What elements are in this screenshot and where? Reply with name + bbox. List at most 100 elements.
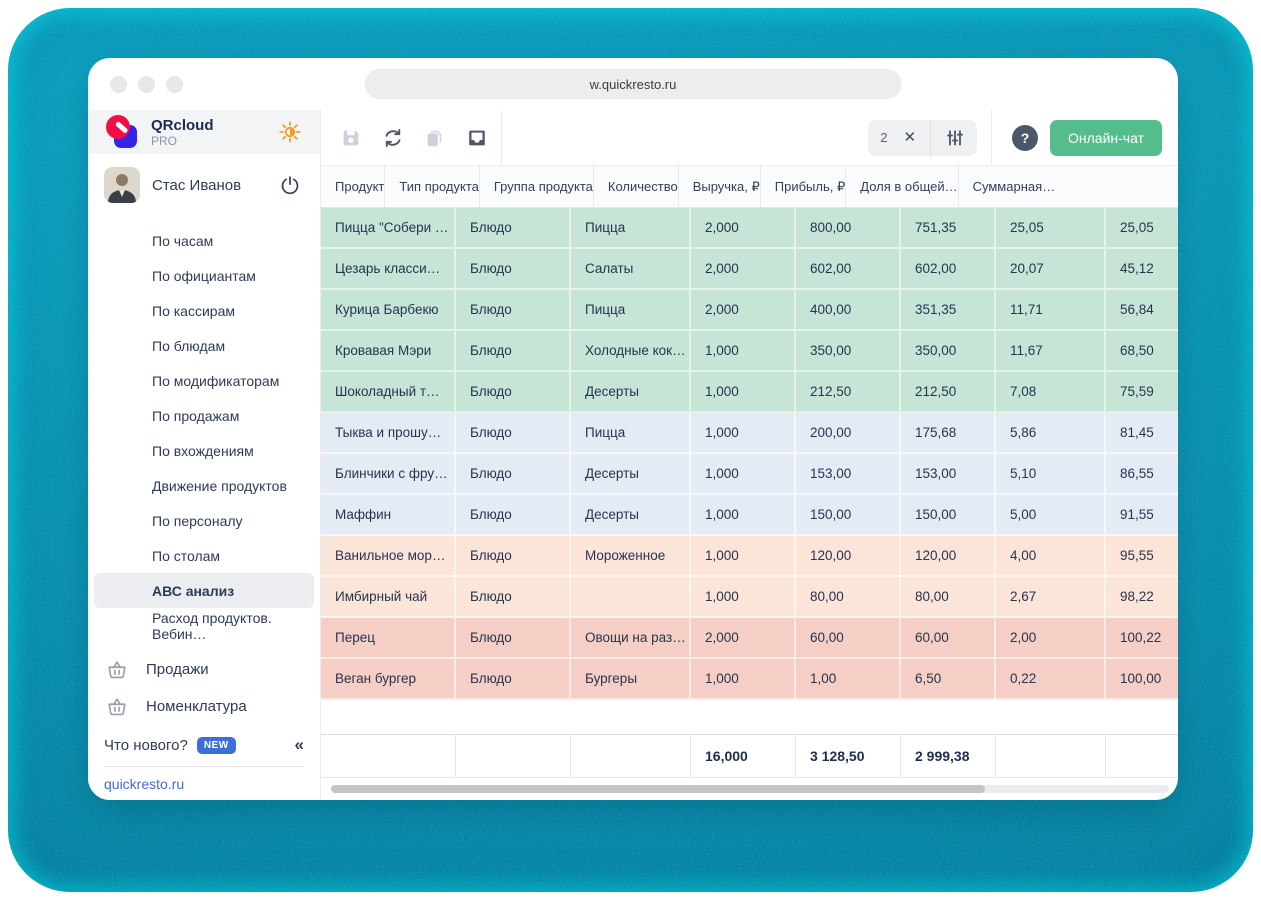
cell-profit: 153,00: [901, 454, 996, 495]
horizontal-scrollbar[interactable]: [331, 785, 1169, 793]
table-row[interactable]: Цезарь класси… Блюдо Салаты 2,000 602,00…: [321, 249, 1178, 290]
chip-divider: [930, 119, 932, 156]
cell-revenue: 60,00: [796, 618, 901, 659]
cell-product: Имбирный чай: [321, 577, 456, 618]
sidebar-menu-item[interactable]: По кассирам: [94, 293, 314, 328]
cell-qty: 1,000: [691, 454, 796, 495]
window-dot-icon[interactable]: [138, 75, 155, 93]
refresh-icon[interactable]: [375, 120, 411, 156]
table-header: Продукт Тип продукта Группа продукта Кол…: [321, 166, 1178, 208]
window-dot-icon[interactable]: [166, 75, 183, 93]
cell-cumulative: 98,22: [1106, 577, 1178, 618]
cell-type: Блюдо: [456, 331, 571, 372]
whats-new-link[interactable]: Что нового?: [104, 736, 188, 754]
scrollbar-thumb[interactable]: [331, 785, 985, 793]
cell-cumulative: 95,55: [1106, 536, 1178, 577]
cell-group: Десерты: [571, 495, 691, 536]
totals-empty: [996, 735, 1106, 777]
main-panel: 2 ✕ ? Онлайн-чат: [320, 110, 1178, 800]
sidebar-menu-item-label: По часам: [152, 232, 214, 249]
section-icon: [105, 695, 129, 719]
table-row[interactable]: Курица Барбекю Блюдо Пицца 2,000 400,00 …: [321, 290, 1178, 331]
theme-toggle-sun-icon[interactable]: [276, 118, 304, 146]
column-header[interactable]: Выручка, ₽: [679, 166, 761, 207]
sidebar-menu-item-label: Расход продуктов. Вебин…: [152, 609, 272, 642]
clear-filters-icon[interactable]: ✕: [895, 126, 924, 149]
cell-qty: 1,000: [691, 577, 796, 618]
sidebar-menu-item[interactable]: По вхождениям: [94, 433, 314, 468]
cell-cumulative: 100,22: [1106, 618, 1178, 659]
cell-cumulative: 56,84: [1106, 290, 1178, 331]
cell-qty: 2,000: [691, 618, 796, 659]
table-row[interactable]: Имбирный чай Блюдо 1,000 80,00 80,00 2,6…: [321, 577, 1178, 618]
table-row[interactable]: Блинчики с фру… Блюдо Десерты 1,000 153,…: [321, 454, 1178, 495]
table-row[interactable]: Маффин Блюдо Десерты 1,000 150,00 150,00…: [321, 495, 1178, 536]
column-header[interactable]: Группа продукта: [480, 166, 594, 207]
cell-cumulative: 91,55: [1106, 495, 1178, 536]
table-row[interactable]: Веган бургер Блюдо Бургеры 1,000 1,00 6,…: [321, 659, 1178, 700]
column-header[interactable]: Прибыль, ₽: [761, 166, 847, 207]
sidebar-menu-item[interactable]: Расход продуктов. Вебин…: [94, 608, 314, 643]
column-header[interactable]: Продукт: [321, 166, 386, 207]
save-icon[interactable]: [333, 120, 369, 156]
sidebar-menu-item[interactable]: По модификаторам: [94, 363, 314, 398]
table-row[interactable]: Пицца "Собери … Блюдо Пицца 2,000 800,00…: [321, 208, 1178, 249]
column-header[interactable]: Количество: [594, 166, 679, 207]
cell-profit: 212,50: [901, 372, 996, 413]
cell-product: Кровавая Мэри: [321, 331, 456, 372]
sidebar-menu-item[interactable]: По продажам: [94, 398, 314, 433]
table-row[interactable]: Ванильное мор… Блюдо Мороженное 1,000 12…: [321, 536, 1178, 577]
sidebar-menu-item[interactable]: Движение продуктов: [94, 468, 314, 503]
address-bar[interactable]: w.quickresto.ru: [364, 69, 902, 99]
cell-type: Блюдо: [456, 454, 571, 495]
user-row[interactable]: Стас Иванов: [88, 154, 320, 215]
sidebar-section-item[interactable]: Номенклатура: [88, 688, 320, 725]
collapse-sidebar-icon[interactable]: «: [294, 735, 304, 754]
cell-product: Блинчики с фру…: [321, 454, 456, 495]
filter-sliders-icon[interactable]: [937, 124, 973, 152]
cell-qty: 1,000: [691, 413, 796, 454]
cell-group: Мороженное: [571, 536, 691, 577]
column-header[interactable]: Доля в общей…: [846, 166, 959, 207]
table-row[interactable]: Кровавая Мэри Блюдо Холодные кок… 1,000 …: [321, 331, 1178, 372]
sidebar-menu-item[interactable]: По часам: [94, 223, 314, 258]
quickresto-link[interactable]: quickresto.ru: [104, 776, 185, 792]
cell-profit: 602,00: [901, 249, 996, 290]
table-row[interactable]: Тыква и прошу… Блюдо Пицца 1,000 200,00 …: [321, 413, 1178, 454]
logout-power-icon[interactable]: [276, 171, 304, 199]
column-header[interactable]: Суммарная…: [959, 166, 1056, 207]
cell-qty: 2,000: [691, 208, 796, 249]
export-tray-icon[interactable]: [459, 120, 495, 156]
cell-product: Курица Барбекю: [321, 290, 456, 331]
sidebar-sections: Продажи Номенклатура: [88, 651, 320, 725]
sidebar-menu-item[interactable]: По столам: [94, 538, 314, 573]
sidebar-menu-item[interactable]: АВС анализ: [94, 573, 314, 608]
help-icon[interactable]: ?: [1012, 124, 1039, 151]
column-header[interactable]: Тип продукта: [385, 166, 480, 207]
totals-empty: [571, 735, 691, 777]
brand-plan: PRO: [151, 133, 178, 148]
cell-profit: 150,00: [901, 495, 996, 536]
cell-qty: 1,000: [691, 372, 796, 413]
cell-revenue: 400,00: [796, 290, 901, 331]
cell-group: Пицца: [571, 290, 691, 331]
cell-group: Овощи на раз…: [571, 618, 691, 659]
sidebar-section-item[interactable]: Продажи: [88, 651, 320, 688]
toolbar: 2 ✕ ? Онлайн-чат: [321, 110, 1178, 166]
totals-profit: 2 999,38: [901, 735, 996, 777]
address-url: w.quickresto.ru: [589, 76, 677, 92]
sidebar-menu-item[interactable]: По персоналу: [94, 503, 314, 538]
table-row[interactable]: Перец Блюдо Овощи на раз… 2,000 60,00 60…: [321, 618, 1178, 659]
sidebar-menu-item[interactable]: По официантам: [94, 258, 314, 293]
sidebar-menu-item[interactable]: По блюдам: [94, 328, 314, 363]
divider: [104, 766, 304, 767]
cell-cumulative: 100,00: [1106, 659, 1178, 700]
cell-share: 7,08: [996, 372, 1106, 413]
cell-share: 5,00: [996, 495, 1106, 536]
cell-product: Цезарь класси…: [321, 249, 456, 290]
copy-icon[interactable]: [417, 120, 453, 156]
online-chat-button[interactable]: Онлайн-чат: [1050, 119, 1162, 156]
table-row[interactable]: Шоколадный т… Блюдо Десерты 1,000 212,50…: [321, 372, 1178, 413]
column-header-label: Тип продукта: [399, 179, 479, 194]
window-dot-icon[interactable]: [110, 75, 127, 93]
